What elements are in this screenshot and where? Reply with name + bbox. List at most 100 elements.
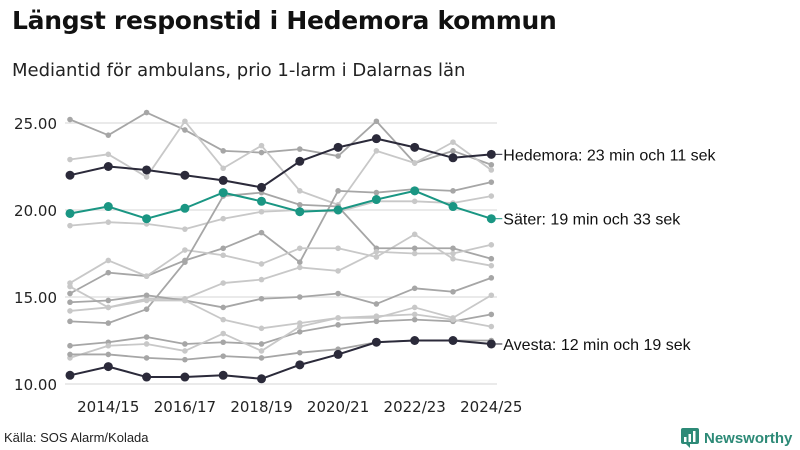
- series-övrig-kommun-7: [67, 242, 495, 311]
- data-point: [488, 242, 495, 248]
- data-point: [105, 269, 112, 276]
- data-point: [295, 207, 305, 217]
- data-point: [373, 318, 380, 325]
- data-point: [103, 162, 113, 171]
- x-tick-label: 2016/17: [154, 398, 216, 416]
- data-point: [182, 226, 188, 232]
- data-point: [257, 196, 266, 206]
- data-point: [258, 295, 265, 302]
- data-point: [373, 301, 380, 307]
- data-point: [488, 292, 495, 299]
- data-point: [143, 109, 150, 116]
- data-point: [410, 336, 420, 345]
- data-point: [65, 208, 75, 218]
- data-point: [67, 342, 73, 349]
- data-point: [67, 156, 73, 163]
- source-note: Källa: SOS Alarm/Kolada: [4, 430, 149, 445]
- data-point: [333, 205, 343, 215]
- data-point: [182, 356, 188, 363]
- data-point: [297, 294, 303, 300]
- data-point: [182, 341, 188, 347]
- data-point: [105, 320, 112, 326]
- data-point: [220, 280, 226, 286]
- data-point: [488, 193, 495, 199]
- data-point: [488, 179, 495, 185]
- data-point: [488, 167, 495, 173]
- data-point: [180, 203, 190, 213]
- series-övrig-kommun-5: [67, 231, 495, 286]
- data-point: [67, 283, 73, 290]
- data-point: [220, 148, 226, 154]
- data-point: [143, 355, 150, 361]
- data-point: [220, 353, 226, 359]
- data-point: [143, 306, 150, 312]
- data-point: [218, 175, 228, 185]
- series-säter: [65, 186, 496, 224]
- data-point: [448, 153, 458, 163]
- context-series: [67, 109, 495, 363]
- data-point: [450, 139, 456, 145]
- data-point: [450, 148, 456, 154]
- x-tick-label: 2020/21: [307, 398, 369, 416]
- data-point: [411, 311, 418, 318]
- bar-chart-speech-bubble-icon: [681, 428, 699, 448]
- series-hedemora: [65, 134, 496, 192]
- data-point: [105, 151, 112, 158]
- data-point: [143, 341, 150, 347]
- data-point: [220, 316, 226, 323]
- data-point: [297, 264, 303, 271]
- data-point: [105, 297, 112, 304]
- data-point: [450, 288, 456, 295]
- data-point: [411, 250, 418, 257]
- data-point: [488, 323, 495, 330]
- data-point: [105, 304, 112, 311]
- data-point: [220, 339, 226, 346]
- data-point: [297, 329, 303, 335]
- data-point: [103, 362, 113, 372]
- data-point: [335, 188, 341, 194]
- y-tick-label: 15.00: [14, 289, 57, 307]
- series-label: Hedemora: 23 min och 11 sek: [503, 147, 716, 164]
- data-point: [67, 299, 73, 306]
- data-point: [182, 247, 188, 253]
- data-point: [371, 195, 381, 205]
- data-point: [411, 160, 418, 166]
- data-point: [142, 214, 152, 224]
- newsworthy-logo: Newsworthy: [681, 428, 792, 448]
- x-tick-label: 2022/23: [384, 398, 446, 416]
- data-point: [488, 275, 495, 281]
- y-axis: 10.00 15.00 20.00 25.00: [14, 115, 57, 394]
- brand-name: Newsworthy: [704, 429, 793, 447]
- series-övrig-kommun-9: [67, 292, 495, 332]
- data-point: [373, 189, 380, 196]
- data-point: [67, 290, 73, 297]
- y-tick-label: 20.00: [14, 202, 57, 220]
- data-point: [105, 342, 112, 349]
- data-point: [411, 231, 418, 238]
- x-tick-label: 2024/25: [460, 398, 522, 416]
- data-point: [295, 156, 305, 166]
- data-point: [450, 188, 456, 194]
- data-point: [182, 348, 188, 354]
- data-point: [488, 161, 495, 168]
- data-point: [297, 323, 303, 330]
- data-point: [373, 118, 380, 125]
- data-point: [488, 255, 495, 262]
- data-point: [143, 297, 150, 304]
- data-point: [373, 148, 380, 154]
- data-point: [448, 202, 458, 212]
- data-point: [411, 304, 418, 311]
- data-point: [333, 349, 343, 359]
- chart-title: Längst responstid i Hedemora kommun: [12, 6, 557, 35]
- data-point: [67, 351, 73, 358]
- data-point: [297, 201, 303, 208]
- data-point: [333, 142, 343, 152]
- data-point: [105, 219, 112, 225]
- data-point: [105, 257, 112, 264]
- data-point: [180, 170, 190, 180]
- series-label: Säter: 19 min och 33 sek: [503, 212, 681, 229]
- data-point: [297, 188, 303, 194]
- data-point: [182, 297, 188, 304]
- data-point: [257, 374, 266, 384]
